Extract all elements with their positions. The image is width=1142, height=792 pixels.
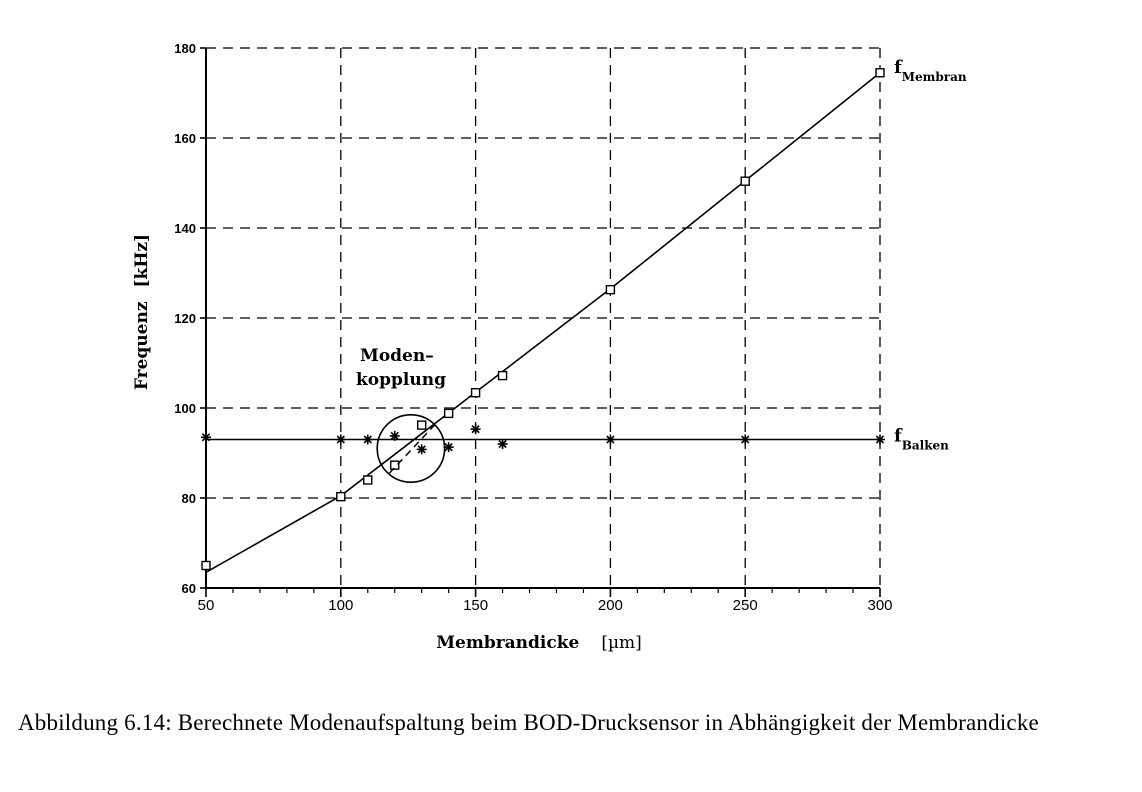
star-marker	[362, 434, 373, 445]
square-marker	[443, 408, 454, 419]
y-tick-label: 140	[174, 221, 196, 236]
axis-layer: 60 80 100 120 140 160 180 50 100 150 200 250 300	[174, 41, 892, 614]
x-axis-title: Membrandicke [µm]	[436, 633, 642, 653]
star-marker	[497, 439, 508, 449]
x-tick-label: 200	[598, 597, 623, 614]
label-layer: Membrandicke [µm] Frequenz[kHz] fMembran fBa…	[132, 57, 967, 653]
series-line-membran	[205, 72, 881, 573]
x-tick-label: 50	[198, 597, 215, 614]
square-marker	[875, 68, 885, 78]
coupling-label-line: Moden–	[360, 346, 434, 366]
y-tick-label: 120	[174, 311, 196, 326]
square-marker	[470, 388, 481, 398]
star-marker	[416, 444, 427, 455]
chart-area: 60 80 100 120 140 160 180 50 100 150 200 250 300 Mod…	[132, 41, 967, 653]
y-tick-label: 160	[174, 131, 196, 146]
x-tick-label: 100	[328, 597, 353, 614]
square-marker	[336, 491, 346, 502]
series-layer	[201, 68, 885, 573]
star-marker	[875, 434, 885, 445]
y-tick-label: 180	[174, 41, 196, 56]
square-marker	[605, 284, 616, 295]
square-marker	[497, 370, 508, 381]
square-marker	[363, 475, 373, 485]
star-marker	[470, 424, 481, 435]
y-tick-label: 100	[174, 401, 196, 416]
series-label-membran: fMembran	[894, 57, 967, 84]
square-marker	[416, 420, 427, 430]
y-axis-title: Frequenz[kHz]	[132, 234, 152, 390]
x-tick-label: 300	[867, 597, 892, 614]
star-marker	[605, 434, 616, 445]
grid-layer	[206, 47, 881, 588]
y-tick-label: 60	[182, 581, 196, 596]
frequency-chart: 60 80 100 120 140 160 180 50 100 150 200 250 300 Mod…	[132, 41, 967, 653]
x-tick-label: 250	[733, 597, 758, 614]
coupling-circle	[376, 413, 446, 483]
series-label-balken: fBalken	[894, 426, 949, 453]
star-marker	[201, 432, 211, 443]
square-marker	[390, 460, 400, 470]
figure-caption: Abbildung 6.14: Berechnete Modenaufspalt…	[18, 710, 1039, 735]
coupling-label-line: kopplung	[356, 370, 446, 390]
y-tick-label: 80	[182, 491, 196, 506]
annotation-layer: Moden– kopplung	[356, 346, 446, 483]
star-marker	[335, 434, 346, 445]
square-marker	[740, 176, 750, 186]
square-marker	[201, 560, 211, 571]
x-tick-label: 150	[463, 597, 488, 614]
star-marker	[740, 434, 751, 445]
star-marker	[443, 442, 454, 453]
star-marker	[389, 430, 400, 441]
